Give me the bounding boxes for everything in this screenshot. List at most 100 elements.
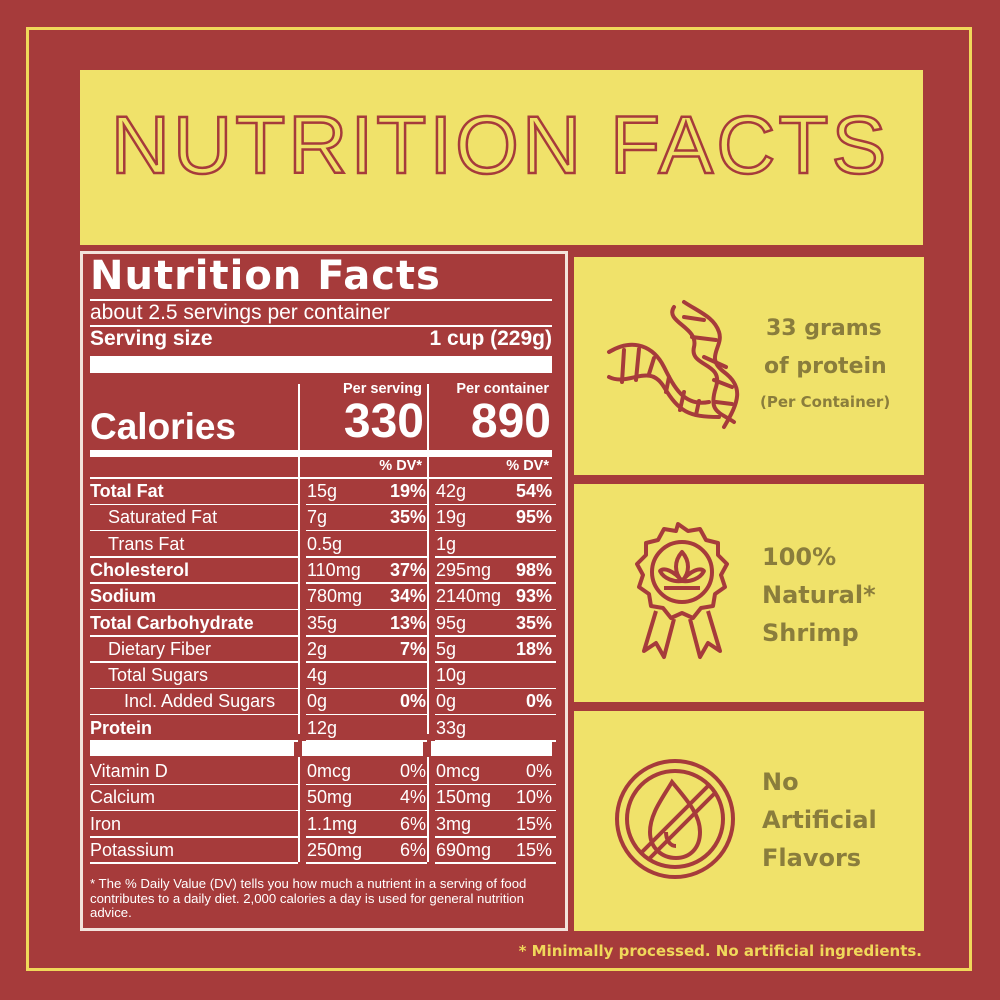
row-rule	[435, 608, 556, 611]
row-rule	[90, 836, 298, 838]
cell-c-dv: 18%	[515, 638, 552, 659]
per-serving-header: Per serving	[343, 381, 422, 397]
cell-s-amt: 7g	[307, 507, 328, 528]
row-rule	[435, 809, 556, 812]
cell-c-dv: 95%	[515, 507, 552, 528]
natural-line2: Natural*	[762, 581, 876, 609]
cell-s-amt: 12g	[307, 717, 338, 738]
cell-c-dv: 15%	[515, 813, 552, 834]
cell-s-amt: 0.5g	[307, 533, 343, 554]
row-rule	[90, 608, 298, 611]
flavors-line3: Flavors	[762, 844, 862, 872]
cell-c-amt: 1g	[436, 533, 457, 554]
nutrient-row: Protein 12g 33g	[90, 716, 556, 742]
cell-name: Potassium	[90, 839, 175, 860]
cell-s-dv: 6%	[399, 839, 426, 860]
flavors-line1: No	[762, 768, 799, 796]
column-divider-serving	[298, 384, 300, 734]
cell-name: Protein	[90, 717, 153, 738]
row-rule	[435, 687, 556, 690]
separator-block-serving	[302, 741, 423, 756]
row-rule	[306, 862, 427, 864]
cell-c-amt: 0mcg	[436, 761, 481, 781]
cell-s-dv: 0%	[399, 761, 426, 781]
cell-name: Total Fat	[90, 481, 164, 501]
nutrient-row: Dietary Fiber 2g 7% 5g 18%	[90, 637, 556, 663]
cell-c-dv: 98%	[515, 559, 552, 580]
cell-name: Total Carbohydrate	[90, 612, 254, 633]
nutrient-row: Cholesterol 110mg 37% 295mg 98%	[90, 558, 556, 584]
cell-c-dv: 10%	[515, 787, 552, 808]
natural-panel: 100% Natural* Shrimp	[574, 484, 924, 702]
serving-size-row: Serving size 1 cup (229g)	[90, 327, 552, 351]
dv-header-container: % DV*	[506, 458, 549, 474]
cell-c-amt: 33g	[436, 717, 467, 738]
serving-size-label: Serving size	[90, 327, 213, 350]
column-divider-serving-vitamins	[298, 757, 300, 862]
disclaimer: * Minimally processed. No artificial ing…	[518, 942, 922, 960]
serving-size-value: 1 cup (229g)	[429, 327, 552, 350]
row-rule	[435, 836, 556, 838]
cell-s-amt: 1.1mg	[307, 813, 358, 834]
vitamin-row: Potassium 250mg 6% 690mg 15%	[90, 838, 556, 864]
row-rule	[435, 740, 556, 742]
nutrient-row: Incl. Added Sugars 0g 0% 0g 0%	[90, 689, 556, 716]
cell-c-amt: 5g	[436, 638, 457, 659]
cell-name: Trans Fat	[108, 533, 185, 554]
nutrient-row: Total Sugars 4g 10g	[90, 663, 556, 690]
cell-c-amt: 95g	[436, 612, 467, 633]
dv-header-serving: % DV*	[379, 458, 422, 474]
no-drop-icon	[615, 759, 735, 879]
cell-s-dv: 37%	[389, 559, 426, 580]
cell-c-amt: 295mg	[436, 559, 492, 580]
row-rule	[90, 582, 298, 584]
cell-name: Total Sugars	[108, 665, 209, 686]
flavors-line2: Artificial	[762, 806, 877, 834]
row-rule	[306, 783, 427, 785]
row-rule	[306, 635, 427, 637]
row-rule	[90, 740, 298, 742]
row-rule	[306, 556, 427, 558]
calories-rule	[90, 450, 552, 457]
row-rule	[306, 740, 427, 742]
row-rule	[306, 582, 427, 584]
row-rule	[435, 635, 556, 637]
calories-label: Calories	[90, 406, 237, 447]
protein-line2: of protein	[764, 354, 887, 379]
cell-s-dv: 4%	[399, 787, 426, 808]
vitamin-row: Calcium 50mg 4% 150mg 10%	[90, 785, 556, 812]
row-rule	[306, 529, 427, 532]
row-rule	[306, 809, 427, 812]
nutrient-row: Sodium 780mg 34% 2140mg 93%	[90, 584, 556, 611]
natural-line3: Shrimp	[762, 619, 859, 647]
cell-s-dv: 34%	[389, 586, 426, 607]
row-rule	[306, 836, 427, 838]
cell-s-amt: 2g	[307, 638, 328, 659]
row-rule	[435, 661, 556, 663]
row-rule	[90, 556, 298, 558]
column-divider-container	[427, 384, 429, 734]
cell-c-amt: 150mg	[436, 787, 492, 808]
cell-s-amt: 110mg	[307, 559, 361, 580]
cell-s-amt: 50mg	[307, 787, 353, 808]
row-rule	[90, 661, 298, 663]
nutrient-row: Total Fat 15g 19% 42g 54%	[90, 479, 556, 505]
row-rule	[90, 529, 298, 532]
cell-name: Iron	[90, 813, 122, 834]
cell-c-amt: 10g	[436, 665, 467, 686]
cell-c-dv: 35%	[515, 612, 552, 633]
row-rule	[306, 503, 427, 505]
servings-per-container: about 2.5 servings per container	[90, 301, 391, 324]
per-container-header: Per container	[456, 381, 549, 397]
cell-c-amt: 19g	[436, 507, 467, 528]
row-rule	[90, 783, 298, 785]
cell-c-dv: 15%	[515, 839, 552, 860]
servings-rule	[90, 325, 552, 327]
separator-block-name	[90, 741, 294, 756]
flavors-panel: No Artificial Flavors	[574, 711, 924, 931]
row-rule	[90, 635, 298, 637]
row-rule	[435, 783, 556, 785]
cell-s-dv: 0%	[399, 691, 426, 712]
banner-title: NUTRITION FACTS	[110, 100, 890, 191]
cell-s-dv: 13%	[389, 612, 426, 633]
